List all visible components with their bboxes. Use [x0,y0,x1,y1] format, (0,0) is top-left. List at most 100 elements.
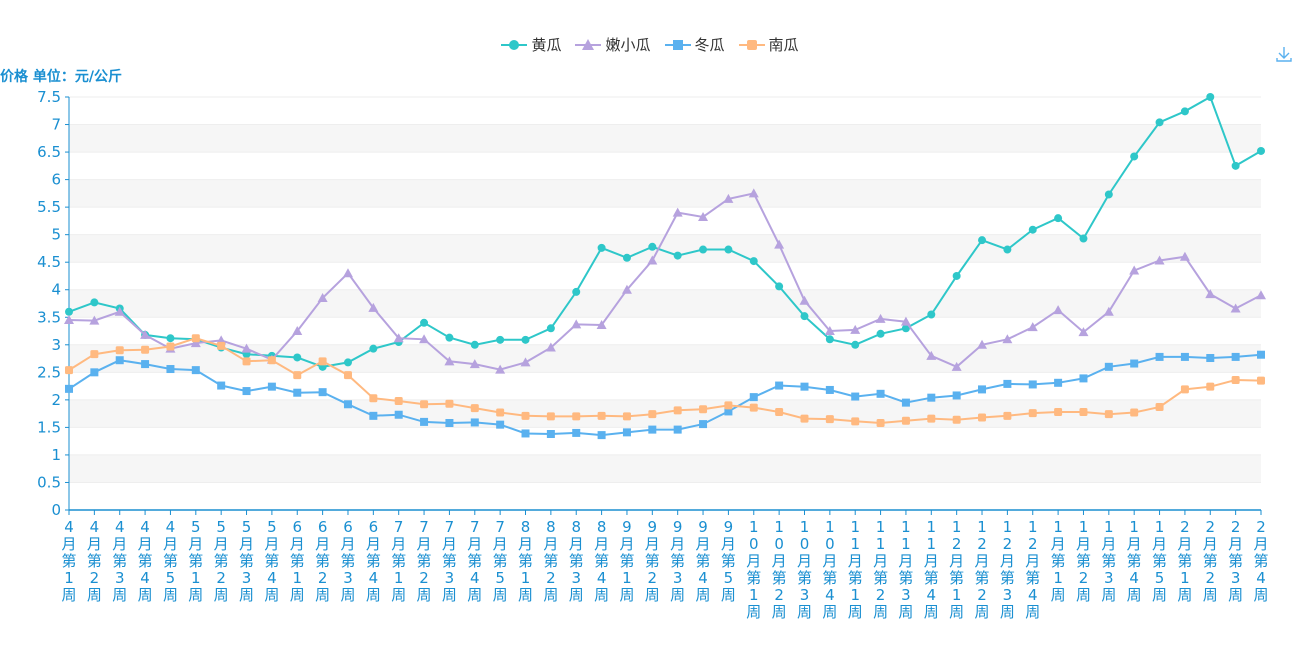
data-point[interactable] [521,429,530,438]
data-point[interactable] [1053,305,1064,315]
data-point[interactable] [166,342,175,351]
data-point[interactable] [419,334,430,344]
data-point[interactable] [749,403,758,412]
data-point[interactable] [90,368,99,377]
data-point[interactable] [800,382,809,391]
data-point[interactable] [774,239,785,249]
data-point[interactable] [115,346,124,355]
data-point[interactable] [699,245,708,254]
data-point[interactable] [470,340,479,349]
data-point[interactable] [724,401,733,410]
data-point[interactable] [545,342,556,352]
data-point[interactable] [241,343,252,353]
data-point[interactable] [952,415,961,424]
data-point[interactable] [901,416,910,425]
data-point[interactable] [825,335,834,344]
data-point[interactable] [699,420,708,429]
data-point[interactable] [724,407,733,416]
data-point[interactable] [267,382,276,391]
data-point[interactable] [420,318,429,327]
data-point[interactable] [242,357,251,366]
data-point[interactable] [115,356,124,365]
legend-item-donggua[interactable]: 冬瓜 [664,34,725,55]
data-point[interactable] [343,400,352,409]
data-point[interactable] [825,385,834,394]
data-point[interactable] [266,354,277,364]
data-point[interactable] [64,315,74,325]
data-point[interactable] [496,335,505,344]
data-point[interactable] [1028,409,1037,418]
data-point[interactable] [217,343,226,352]
data-point[interactable] [799,295,810,305]
data-point[interactable] [648,242,657,251]
data-point[interactable] [115,304,124,313]
data-point[interactable] [190,338,201,348]
data-point[interactable] [368,302,379,312]
data-point[interactable] [65,366,73,375]
data-point[interactable] [444,356,455,366]
data-point[interactable] [216,335,227,345]
data-point[interactable] [445,399,454,408]
data-point[interactable] [1205,289,1216,299]
data-point[interactable] [825,415,834,424]
data-point[interactable] [1027,322,1038,332]
data-point[interactable] [1130,359,1139,368]
data-point[interactable] [622,428,631,437]
data-point[interactable] [572,287,581,296]
data-point[interactable] [217,341,226,350]
data-point[interactable] [1155,352,1164,361]
data-point[interactable] [648,410,657,419]
data-point[interactable] [141,360,150,369]
data-point[interactable] [1155,403,1164,412]
data-point[interactable] [1104,190,1113,199]
data-point[interactable] [394,338,403,347]
data-point[interactable] [951,361,962,371]
data-point[interactable] [800,414,809,423]
data-point[interactable] [723,193,734,203]
data-point[interactable] [1180,107,1189,116]
data-point[interactable] [317,292,328,302]
data-point[interactable] [394,396,403,405]
data-point[interactable] [191,366,200,375]
data-point[interactable] [166,365,175,374]
data-point[interactable] [1104,410,1113,419]
data-point[interactable] [166,334,175,343]
data-point[interactable] [748,188,759,198]
data-point[interactable] [1054,407,1063,416]
data-point[interactable] [927,310,936,319]
data-point[interactable] [191,335,200,344]
data-point[interactable] [1079,234,1088,243]
data-point[interactable] [141,345,150,354]
data-point[interactable] [673,425,682,434]
data-point[interactable] [114,306,125,316]
data-point[interactable] [191,334,200,343]
data-point[interactable] [546,324,555,333]
data-point[interactable] [420,400,429,409]
data-point[interactable] [65,384,73,393]
data-point[interactable] [1028,225,1037,234]
data-point[interactable] [496,408,505,417]
data-point[interactable] [952,271,961,280]
data-point[interactable] [699,405,708,414]
data-point[interactable] [926,350,937,360]
data-point[interactable] [495,364,506,374]
data-point[interactable] [724,245,733,254]
legend-item-nenxiaogua[interactable]: 嫩小瓜 [575,34,651,55]
data-point[interactable] [597,243,606,252]
data-point[interactable] [900,316,911,326]
data-point[interactable] [1002,334,1013,344]
data-point[interactable] [293,371,302,380]
data-point[interactable] [673,406,682,415]
data-point[interactable] [775,407,784,416]
data-point[interactable] [851,392,860,401]
data-point[interactable] [1179,251,1190,261]
legend-item-huanggua[interactable]: 黄瓜 [501,34,561,55]
data-point[interactable] [1231,352,1240,361]
data-point[interactable] [293,388,302,397]
data-point[interactable] [546,412,555,421]
data-point[interactable] [1231,376,1240,385]
data-point[interactable] [1078,327,1089,337]
data-point[interactable] [1256,290,1266,300]
data-point[interactable] [1103,306,1114,316]
data-point[interactable] [1054,378,1063,387]
